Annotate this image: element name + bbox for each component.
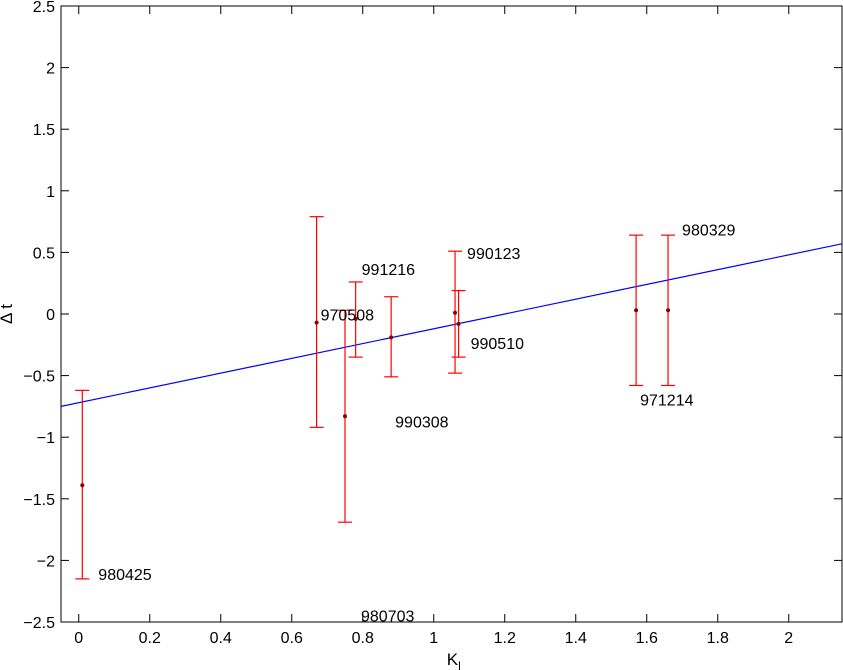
x-tick-label: 0 [74, 630, 83, 647]
y-tick-label: 2.5 [33, 0, 55, 16]
tick-layer [61, 5, 842, 623]
point-label: 990308 [395, 414, 448, 431]
y-axis-label: Δ t [0, 304, 16, 324]
data-point [666, 308, 671, 313]
data-point [634, 308, 639, 313]
data-point [343, 414, 347, 419]
data-point [389, 335, 394, 340]
plot-frame [60, 5, 843, 623]
y-tick-label: 0 [46, 307, 55, 324]
y-tick-label: 1.5 [33, 122, 55, 139]
x-axis-label-main: K [447, 650, 459, 669]
x-tick-label: 1.6 [636, 630, 658, 647]
data-point [456, 321, 461, 326]
point-label: 991216 [362, 262, 415, 279]
x-tick-label: 1.2 [494, 630, 516, 647]
x-tick-label: 0.2 [139, 630, 161, 647]
x-tick-label: 0.8 [352, 630, 374, 647]
point-label: 971214 [640, 392, 693, 409]
point-label: 970508 [321, 308, 374, 325]
x-tick-label: 1.4 [565, 630, 587, 647]
y-tick-label: 1 [46, 184, 55, 201]
y-tick-label: −2.5 [23, 615, 55, 632]
x-axis-label-subscript: l [458, 659, 461, 670]
data-point [453, 310, 458, 315]
tick-label-layer: 0 0.2 0.4 0.6 0.8 1 1.2 1.4 1.6 1.8 2 −2.5 −2 −1.5 −1 −… [23, 0, 793, 647]
point-label: 980329 [682, 222, 735, 239]
x-tick-label: 1.8 [707, 630, 729, 647]
x-tick-label: 0.4 [210, 630, 232, 647]
point-label-layer: 980425 970508 980703 991216 990308 990123 9905… [98, 222, 735, 625]
x-tick-label: 2 [784, 630, 793, 647]
x-axis-label: Kl [447, 650, 461, 670]
y-tick-label: 0.5 [33, 245, 55, 262]
point-label: 980425 [98, 567, 151, 584]
y-tick-label: 2 [46, 61, 55, 78]
y-tick-label: −2 [37, 553, 55, 570]
point-label: 990123 [467, 246, 520, 263]
x-tick-label: 0.6 [281, 630, 303, 647]
errorbar-layer [75, 216, 676, 580]
data-point [353, 316, 358, 321]
point-label: 990510 [471, 336, 524, 353]
y-tick-label: −1 [37, 430, 55, 447]
y-tick-label: −1.5 [23, 492, 55, 509]
data-point [80, 483, 85, 488]
data-point [314, 320, 319, 325]
fit-line [61, 243, 842, 407]
fit-layer [61, 243, 842, 407]
y-tick-label: −0.5 [23, 369, 55, 386]
point-label: 980703 [361, 608, 414, 625]
x-tick-label: 1 [429, 630, 438, 647]
